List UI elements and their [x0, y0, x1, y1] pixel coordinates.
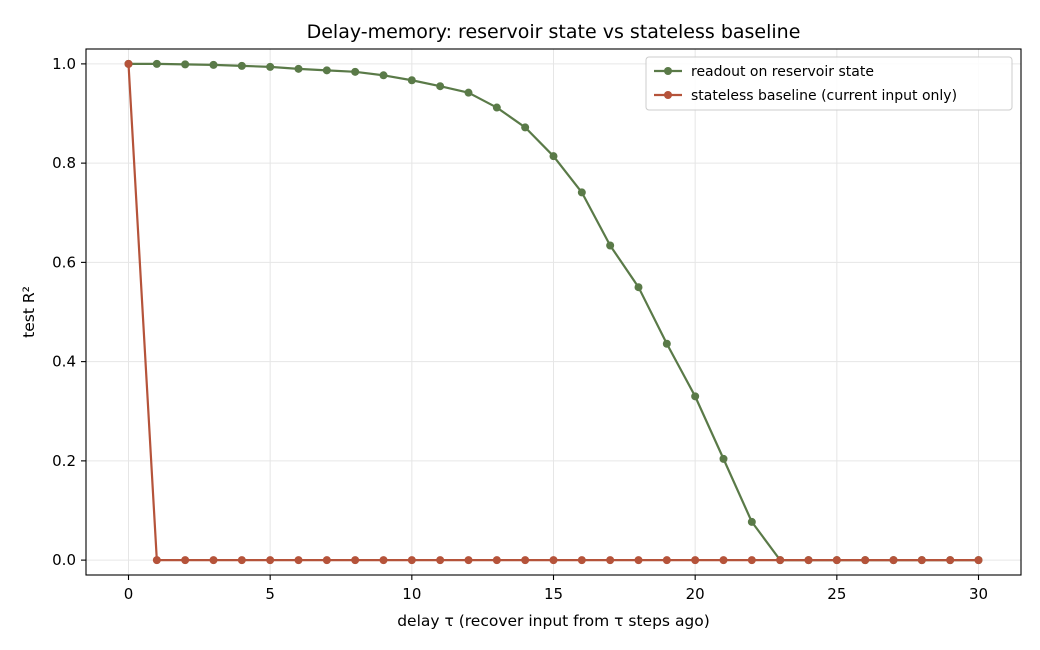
data-point	[747, 556, 756, 565]
data-point	[181, 60, 190, 69]
data-point	[662, 339, 671, 348]
y-tick-label: 0.2	[52, 452, 76, 470]
legend-label: stateless baseline (current input only)	[691, 88, 957, 104]
data-point	[917, 556, 926, 565]
x-tick-label: 20	[686, 585, 705, 603]
y-tick-label: 0.4	[52, 353, 76, 371]
legend-marker	[664, 67, 672, 75]
data-point	[521, 123, 530, 132]
data-point	[662, 556, 671, 565]
data-point	[974, 556, 983, 565]
data-point	[266, 556, 275, 565]
y-tick-label: 0.6	[52, 253, 76, 271]
x-tick-label: 10	[402, 585, 421, 603]
series-layer	[124, 59, 983, 565]
data-point	[294, 556, 303, 565]
data-point	[379, 556, 388, 565]
data-point	[351, 67, 360, 76]
data-point	[492, 103, 501, 112]
chart-title: Delay-memory: reservoir state vs statele…	[307, 21, 801, 43]
legend-item: readout on reservoir state	[654, 64, 874, 80]
x-tick-label: 15	[544, 585, 563, 603]
data-point	[351, 556, 360, 565]
data-point	[804, 556, 813, 565]
data-point	[237, 556, 246, 565]
y-tick-label: 0.8	[52, 154, 76, 172]
data-point	[521, 556, 530, 565]
data-point	[464, 88, 473, 97]
data-point	[322, 556, 331, 565]
data-point	[832, 556, 841, 565]
data-point	[549, 556, 558, 565]
x-tick-label: 0	[124, 585, 134, 603]
data-point	[152, 556, 161, 565]
data-point	[691, 392, 700, 401]
x-tick-label: 25	[827, 585, 846, 603]
data-point	[436, 82, 445, 91]
x-tick-label: 5	[265, 585, 275, 603]
data-point	[634, 556, 643, 565]
data-point	[577, 188, 586, 197]
data-point	[209, 60, 218, 69]
data-point	[379, 71, 388, 80]
data-point	[407, 76, 416, 85]
x-tick-label: 30	[969, 585, 988, 603]
data-point	[322, 66, 331, 75]
data-point	[719, 454, 728, 463]
legend-box	[645, 56, 1013, 111]
data-point	[577, 556, 586, 565]
data-point	[889, 556, 898, 565]
x-axis-label: delay τ (recover input from τ steps ago)	[397, 612, 710, 630]
data-point	[691, 556, 700, 565]
data-point	[606, 556, 615, 565]
data-point	[181, 556, 190, 565]
data-point	[719, 556, 728, 565]
legend-marker	[664, 91, 672, 99]
data-point	[634, 283, 643, 292]
data-point	[946, 556, 955, 565]
y-tick-label: 0.0	[52, 551, 76, 569]
data-point	[436, 556, 445, 565]
data-point	[492, 556, 501, 565]
data-point	[152, 59, 161, 68]
data-point	[747, 517, 756, 526]
data-point	[407, 556, 416, 565]
data-point	[776, 556, 785, 565]
data-point	[861, 556, 870, 565]
data-point	[237, 61, 246, 70]
y-axis-label: test R²	[20, 286, 38, 338]
series-2	[124, 59, 983, 565]
data-point	[124, 59, 133, 68]
data-point	[266, 62, 275, 71]
data-point	[209, 556, 218, 565]
data-point	[464, 556, 473, 565]
grid	[86, 49, 1021, 575]
y-tick-label: 1.0	[52, 55, 76, 73]
axis-ticks: 0 5 10 15 20 25 30 0.0 0.2 0.4 0.6 0.8 1.0	[52, 55, 988, 603]
data-point	[294, 64, 303, 73]
legend-item: stateless baseline (current input only)	[654, 88, 957, 104]
data-point	[549, 152, 558, 161]
legend-label: readout on reservoir state	[691, 64, 874, 80]
data-point	[606, 241, 615, 250]
legend: readout on reservoir state stateless base…	[645, 56, 1013, 111]
